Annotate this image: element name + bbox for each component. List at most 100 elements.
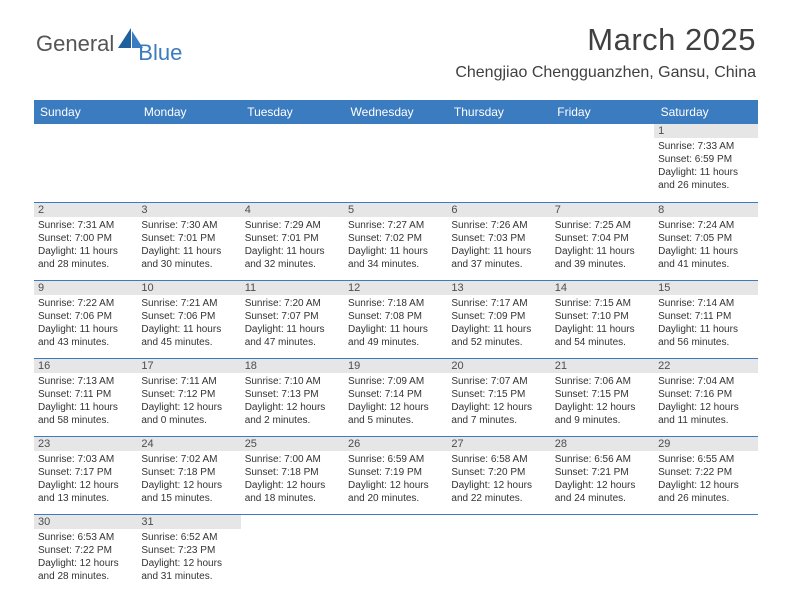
day-number: 6 (447, 203, 550, 217)
sunset-line: Sunset: 7:06 PM (141, 310, 236, 323)
sunset-line: Sunset: 7:00 PM (38, 232, 133, 245)
day-cell: 21Sunrise: 7:06 AMSunset: 7:15 PMDayligh… (551, 358, 654, 436)
calendar-row: 2Sunrise: 7:31 AMSunset: 7:00 PMDaylight… (34, 202, 758, 280)
empty-cell (447, 514, 550, 592)
sunrise-line: Sunrise: 7:26 AM (451, 219, 546, 232)
sunrise-line: Sunrise: 7:20 AM (245, 297, 340, 310)
daylight-line: Daylight: 12 hours and 13 minutes. (38, 479, 133, 505)
sunrise-line: Sunrise: 7:31 AM (38, 219, 133, 232)
sunrise-line: Sunrise: 6:53 AM (38, 531, 133, 544)
sunset-line: Sunset: 7:18 PM (245, 466, 340, 479)
sunrise-line: Sunrise: 7:03 AM (38, 453, 133, 466)
daylight-line: Daylight: 12 hours and 26 minutes. (658, 479, 753, 505)
sunset-line: Sunset: 7:15 PM (451, 388, 546, 401)
daylight-line: Daylight: 11 hours and 30 minutes. (141, 245, 236, 271)
daylight-line: Daylight: 11 hours and 43 minutes. (38, 323, 133, 349)
day-number: 25 (241, 437, 344, 451)
day-cell: 29Sunrise: 6:55 AMSunset: 7:22 PMDayligh… (654, 436, 757, 514)
sunrise-line: Sunrise: 7:13 AM (38, 375, 133, 388)
weekday-header-row: SundayMondayTuesdayWednesdayThursdayFrid… (34, 100, 758, 124)
sunrise-line: Sunrise: 7:22 AM (38, 297, 133, 310)
sunset-line: Sunset: 7:08 PM (348, 310, 443, 323)
sunset-line: Sunset: 7:17 PM (38, 466, 133, 479)
day-number: 9 (34, 281, 137, 295)
sunset-line: Sunset: 7:22 PM (38, 544, 133, 557)
logo: General Blue (36, 22, 182, 66)
sunset-line: Sunset: 7:09 PM (451, 310, 546, 323)
daylight-line: Daylight: 11 hours and 49 minutes. (348, 323, 443, 349)
sunrise-line: Sunrise: 7:24 AM (658, 219, 753, 232)
daylight-line: Daylight: 12 hours and 18 minutes. (245, 479, 340, 505)
day-number: 29 (654, 437, 757, 451)
sunset-line: Sunset: 7:16 PM (658, 388, 753, 401)
sunset-line: Sunset: 6:59 PM (658, 153, 753, 166)
sunset-line: Sunset: 7:18 PM (141, 466, 236, 479)
sunrise-line: Sunrise: 7:18 AM (348, 297, 443, 310)
sunset-line: Sunset: 7:07 PM (245, 310, 340, 323)
day-number: 7 (551, 203, 654, 217)
day-number: 12 (344, 281, 447, 295)
calendar-row: 30Sunrise: 6:53 AMSunset: 7:22 PMDayligh… (34, 514, 758, 592)
day-cell: 24Sunrise: 7:02 AMSunset: 7:18 PMDayligh… (137, 436, 240, 514)
day-number: 22 (654, 359, 757, 373)
sunrise-line: Sunrise: 7:14 AM (658, 297, 753, 310)
sunset-line: Sunset: 7:23 PM (141, 544, 236, 557)
sunset-line: Sunset: 7:01 PM (141, 232, 236, 245)
sunset-line: Sunset: 7:22 PM (658, 466, 753, 479)
day-number: 20 (447, 359, 550, 373)
daylight-line: Daylight: 12 hours and 24 minutes. (555, 479, 650, 505)
daylight-line: Daylight: 11 hours and 58 minutes. (38, 401, 133, 427)
daylight-line: Daylight: 11 hours and 28 minutes. (38, 245, 133, 271)
day-cell: 30Sunrise: 6:53 AMSunset: 7:22 PMDayligh… (34, 514, 137, 592)
sunrise-line: Sunrise: 7:21 AM (141, 297, 236, 310)
day-cell: 1Sunrise: 7:33 AMSunset: 6:59 PMDaylight… (654, 124, 757, 202)
empty-cell (34, 124, 137, 202)
daylight-line: Daylight: 11 hours and 45 minutes. (141, 323, 236, 349)
day-number: 31 (137, 515, 240, 529)
sunrise-line: Sunrise: 7:25 AM (555, 219, 650, 232)
daylight-line: Daylight: 11 hours and 41 minutes. (658, 245, 753, 271)
daylight-line: Daylight: 11 hours and 56 minutes. (658, 323, 753, 349)
weekday-header: Wednesday (344, 100, 447, 124)
day-cell: 8Sunrise: 7:24 AMSunset: 7:05 PMDaylight… (654, 202, 757, 280)
sunset-line: Sunset: 7:21 PM (555, 466, 650, 479)
day-number: 24 (137, 437, 240, 451)
weekday-header: Tuesday (241, 100, 344, 124)
empty-cell (447, 124, 550, 202)
day-number: 11 (241, 281, 344, 295)
day-number: 14 (551, 281, 654, 295)
day-cell: 9Sunrise: 7:22 AMSunset: 7:06 PMDaylight… (34, 280, 137, 358)
day-number: 27 (447, 437, 550, 451)
empty-cell (654, 514, 757, 592)
day-cell: 22Sunrise: 7:04 AMSunset: 7:16 PMDayligh… (654, 358, 757, 436)
logo-text-blue: Blue (138, 40, 182, 66)
sunrise-line: Sunrise: 7:15 AM (555, 297, 650, 310)
day-cell: 23 Sunrise: 7:03 AMSunset: 7:17 PMDayligh… (34, 436, 137, 514)
empty-cell (344, 514, 447, 592)
daylight-line: Daylight: 12 hours and 28 minutes. (38, 557, 133, 583)
day-number: 13 (447, 281, 550, 295)
day-cell: 10Sunrise: 7:21 AMSunset: 7:06 PMDayligh… (137, 280, 240, 358)
sunrise-line: Sunrise: 7:00 AM (245, 453, 340, 466)
day-number: 26 (344, 437, 447, 451)
sunrise-line: Sunrise: 7:07 AM (451, 375, 546, 388)
day-cell: 7Sunrise: 7:25 AMSunset: 7:04 PMDaylight… (551, 202, 654, 280)
weekday-header: Thursday (447, 100, 550, 124)
day-cell: 18Sunrise: 7:10 AMSunset: 7:13 PMDayligh… (241, 358, 344, 436)
sunrise-line: Sunrise: 6:52 AM (141, 531, 236, 544)
sunrise-line: Sunrise: 7:09 AM (348, 375, 443, 388)
location-label: Chengjiao Chengguanzhen, Gansu, China (455, 64, 756, 82)
empty-cell (137, 124, 240, 202)
calendar-row: 9Sunrise: 7:22 AMSunset: 7:06 PMDaylight… (34, 280, 758, 358)
calendar-row: 23Sunrise: 7:03 AMSunset: 7:17 PMDayligh… (34, 436, 758, 514)
day-cell: 19Sunrise: 7:09 AMSunset: 7:14 PMDayligh… (344, 358, 447, 436)
day-number: 23 (34, 437, 137, 451)
daylight-line: Daylight: 12 hours and 31 minutes. (141, 557, 236, 583)
sunset-line: Sunset: 7:05 PM (658, 232, 753, 245)
daylight-line: Daylight: 11 hours and 52 minutes. (451, 323, 546, 349)
day-cell: 26Sunrise: 6:59 AMSunset: 7:19 PMDayligh… (344, 436, 447, 514)
daylight-line: Daylight: 11 hours and 37 minutes. (451, 245, 546, 271)
day-number: 17 (137, 359, 240, 373)
sunrise-line: Sunrise: 7:33 AM (658, 140, 753, 153)
calendar-body: 1Sunrise: 7:33 AMSunset: 6:59 PMDaylight… (34, 124, 758, 592)
